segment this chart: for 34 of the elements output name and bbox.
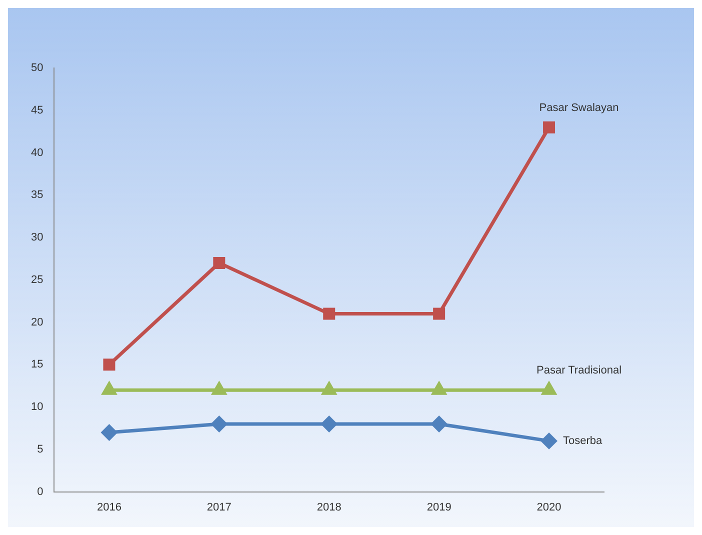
x-tick-label: 2017 bbox=[206, 501, 232, 514]
series-label: Pasar Swalayan bbox=[539, 102, 619, 114]
x-tick-label: 2019 bbox=[426, 501, 452, 514]
point bbox=[432, 382, 446, 395]
y-tick-label: 20 bbox=[30, 316, 44, 328]
y-tick-label: 5 bbox=[37, 443, 44, 456]
point bbox=[213, 256, 226, 269]
point bbox=[542, 382, 556, 395]
point bbox=[431, 416, 447, 432]
y-tick-label: 45 bbox=[30, 104, 44, 116]
point bbox=[211, 416, 227, 432]
point bbox=[101, 424, 117, 440]
point bbox=[541, 433, 557, 449]
point bbox=[322, 382, 336, 395]
y-tick-label: 0 bbox=[37, 486, 44, 498]
point bbox=[102, 382, 116, 395]
y-tick-label: 30 bbox=[30, 232, 44, 244]
y-tick-label: 15 bbox=[30, 358, 44, 371]
point bbox=[543, 121, 556, 134]
point bbox=[321, 416, 337, 432]
point bbox=[323, 308, 336, 320]
x-tick-label: 2018 bbox=[316, 501, 342, 514]
y-tick-label: 50 bbox=[30, 62, 44, 74]
point bbox=[433, 308, 446, 320]
x-tick-label: 2020 bbox=[536, 501, 562, 514]
y-tick-label: 10 bbox=[30, 401, 44, 414]
y-tick-label: 35 bbox=[30, 189, 44, 202]
x-tick-label: 2016 bbox=[96, 501, 122, 514]
point bbox=[212, 382, 226, 395]
point bbox=[103, 358, 116, 371]
y-tick-label: 25 bbox=[30, 274, 44, 286]
y-tick-label: 40 bbox=[30, 146, 44, 159]
series-label: Toserba bbox=[563, 434, 604, 447]
series-label: Pasar Tradisional bbox=[536, 364, 622, 377]
